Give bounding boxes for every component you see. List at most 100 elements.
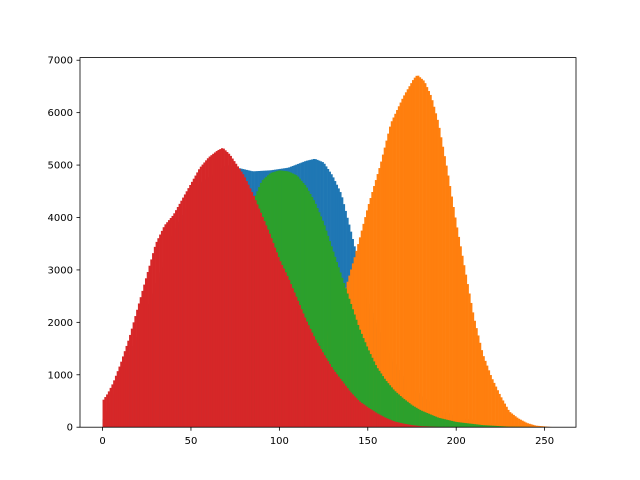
histogram-bar	[507, 409, 510, 428]
histogram-bar	[440, 137, 443, 428]
histogram-bar	[362, 404, 365, 428]
histogram-bar	[300, 309, 303, 428]
histogram-bar	[226, 152, 229, 428]
histogram-bar	[256, 204, 259, 428]
histogram-bar	[360, 333, 363, 428]
histogram-bar	[114, 375, 117, 428]
histogram-bar	[366, 346, 369, 428]
histogram-bar	[362, 223, 365, 428]
histogram-bar	[542, 426, 545, 428]
histogram-bar	[350, 304, 353, 428]
histogram-bar	[489, 425, 492, 428]
histogram-bar	[399, 396, 402, 428]
histogram-bar	[514, 416, 517, 428]
histogram-bar	[235, 163, 238, 428]
histogram-bar	[457, 236, 461, 428]
histogram-bar	[258, 208, 261, 428]
histogram-bar	[219, 149, 222, 428]
histogram-bar	[486, 425, 489, 428]
histogram-bar	[385, 140, 388, 428]
histogram-bar	[183, 194, 186, 428]
histogram-bar	[383, 378, 386, 428]
histogram-bar	[321, 220, 324, 428]
histogram-bar	[505, 406, 508, 428]
histogram-bar	[348, 298, 351, 428]
histogram-bar	[316, 342, 319, 428]
histogram-bar	[323, 355, 326, 428]
histogram-bar	[171, 215, 174, 428]
histogram-bar	[521, 420, 524, 428]
histogram-bar	[491, 425, 494, 428]
histogram-bar	[523, 421, 526, 428]
histogram-bar	[463, 422, 466, 428]
histogram-bar	[385, 381, 388, 428]
histogram-bar	[265, 225, 268, 428]
histogram-bar	[445, 165, 448, 428]
histogram-bar	[380, 415, 383, 428]
histogram-bar	[371, 357, 374, 428]
histogram-bar	[364, 217, 367, 428]
histogram-bar	[312, 200, 316, 428]
histogram-bar	[376, 368, 379, 428]
histogram-bar	[245, 181, 248, 428]
histogram-bar	[449, 420, 452, 428]
histogram-bar	[330, 367, 333, 428]
histogram-bar	[286, 275, 289, 428]
histogram-bar	[450, 420, 453, 428]
histogram-bar	[516, 417, 519, 428]
histogram-bar	[300, 180, 303, 428]
histogram-bar	[166, 222, 169, 428]
histogram-bar	[470, 423, 473, 428]
histogram-bar	[210, 155, 213, 428]
histogram-bar	[493, 382, 496, 428]
histogram-bar	[175, 210, 178, 428]
histogram-bar	[404, 400, 407, 428]
histogram-bar	[350, 392, 353, 428]
histogram-bar	[182, 197, 185, 428]
histogram-bar	[475, 328, 478, 428]
x-tick-label: 50	[185, 436, 198, 447]
histogram-bar	[367, 204, 370, 428]
histogram-bar	[493, 425, 496, 428]
x-axis: 0 50 100 150 200 250	[99, 427, 554, 447]
histogram-bar	[358, 329, 362, 428]
y-tick-label: 7000	[48, 56, 73, 67]
histogram-bar	[113, 380, 116, 428]
histogram-bar	[339, 378, 342, 428]
histogram-bars	[102, 75, 554, 428]
histogram-bar	[411, 425, 415, 428]
histogram-bar	[320, 216, 323, 428]
histogram-bar	[325, 358, 328, 428]
x-tick-label: 100	[270, 436, 289, 447]
histogram-bar	[335, 262, 339, 428]
y-tick-label: 1000	[48, 370, 73, 381]
histogram-bar	[341, 381, 344, 428]
histogram-bar	[136, 309, 139, 428]
histogram-bar	[212, 153, 215, 428]
histogram-bar	[293, 292, 296, 428]
histogram-bar	[261, 216, 264, 428]
histogram-bar	[242, 174, 245, 428]
histogram-bar	[442, 146, 445, 428]
histogram-bar	[351, 309, 354, 428]
histogram-bar	[503, 403, 507, 428]
histogram-bar	[429, 414, 432, 428]
histogram-bar	[217, 149, 220, 428]
histogram-bar	[403, 95, 406, 428]
histogram-bar	[205, 160, 208, 428]
histogram-bar	[104, 397, 107, 428]
histogram-bar	[134, 316, 137, 428]
histogram-bar	[465, 274, 468, 428]
histogram-bar	[312, 336, 316, 428]
histogram-bar	[502, 400, 505, 428]
histogram-bar	[244, 177, 247, 428]
x-tick-label: 250	[535, 436, 554, 447]
histogram-bar	[116, 371, 119, 428]
histogram-bar	[511, 413, 514, 428]
histogram-bar	[541, 426, 544, 428]
histogram-bar	[249, 188, 252, 428]
histogram-bar	[348, 390, 351, 428]
histogram-bar	[141, 290, 144, 428]
histogram-bar	[394, 391, 397, 428]
histogram-bar	[489, 375, 492, 428]
